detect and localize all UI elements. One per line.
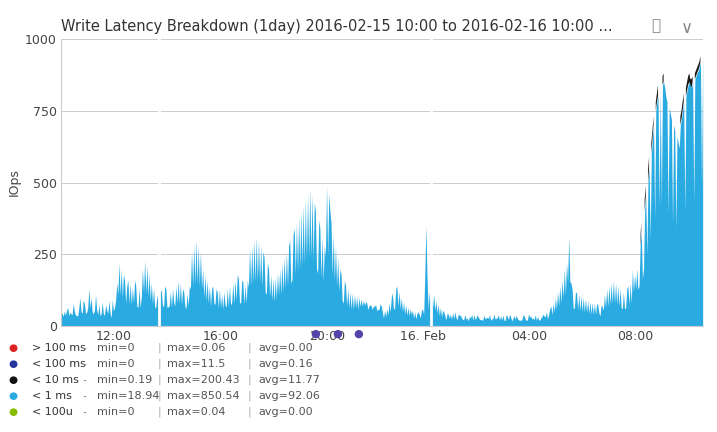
Text: ∨: ∨ <box>681 19 693 37</box>
Text: |: | <box>247 359 251 369</box>
Text: |: | <box>158 343 161 353</box>
Text: ●: ● <box>9 407 18 417</box>
Text: min=0: min=0 <box>97 343 134 353</box>
Text: ●: ● <box>9 391 18 401</box>
Text: |: | <box>247 343 251 353</box>
Text: |: | <box>158 375 161 385</box>
Text: avg=0.00: avg=0.00 <box>258 343 313 353</box>
Text: |: | <box>158 359 161 369</box>
Text: avg=92.06: avg=92.06 <box>258 391 320 401</box>
Text: max=0.06: max=0.06 <box>167 343 225 353</box>
Text: ●: ● <box>9 375 18 385</box>
Text: < 10 ms: < 10 ms <box>32 375 79 385</box>
Text: ●: ● <box>9 343 18 353</box>
Y-axis label: IOps: IOps <box>8 168 21 197</box>
Text: min=0: min=0 <box>97 407 134 417</box>
Text: -: - <box>82 407 87 417</box>
Text: |: | <box>158 407 161 417</box>
Text: > 100 ms: > 100 ms <box>32 343 86 353</box>
Text: avg=0.16: avg=0.16 <box>258 359 313 369</box>
Text: min=18.94: min=18.94 <box>97 391 159 401</box>
Text: max=11.5: max=11.5 <box>167 359 225 369</box>
Text: |: | <box>247 375 251 385</box>
Text: Write Latency Breakdown (1day) 2016-02-15 10:00 to 2016-02-16 10:00 ...: Write Latency Breakdown (1day) 2016-02-1… <box>61 19 613 35</box>
Text: |: | <box>158 391 161 401</box>
Text: avg=11.77: avg=11.77 <box>258 375 320 385</box>
Text: |: | <box>247 407 251 417</box>
Text: min=0: min=0 <box>97 359 134 369</box>
Text: ●: ● <box>310 328 320 339</box>
Text: max=850.54: max=850.54 <box>167 391 239 401</box>
Text: max=0.04: max=0.04 <box>167 407 226 417</box>
Text: -: - <box>82 375 87 385</box>
Text: max=200.43: max=200.43 <box>167 375 239 385</box>
Text: |: | <box>247 391 251 401</box>
Text: < 1 ms: < 1 ms <box>32 391 72 401</box>
Text: min=0.19: min=0.19 <box>97 375 152 385</box>
Text: ●: ● <box>9 359 18 369</box>
Text: < 100 ms: < 100 ms <box>32 359 86 369</box>
Text: < 100u: < 100u <box>32 407 73 417</box>
Text: -: - <box>82 391 87 401</box>
Text: -: - <box>82 343 87 353</box>
Text: -: - <box>82 359 87 369</box>
Text: avg=0.00: avg=0.00 <box>258 407 313 417</box>
Text: ⤢: ⤢ <box>652 19 660 34</box>
Text: ●: ● <box>332 328 342 339</box>
Text: ●: ● <box>353 328 364 339</box>
